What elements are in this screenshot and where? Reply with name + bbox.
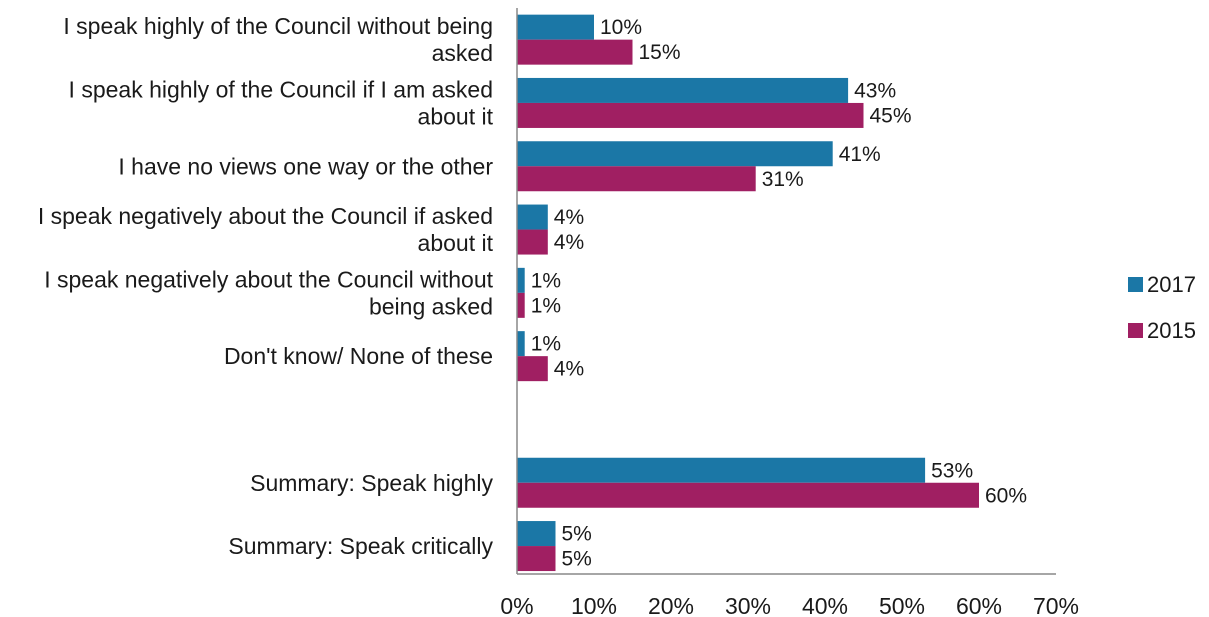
x-tick-labels: 0% 10% 20% 30% 40% 50% 60% 70%: [500, 593, 1079, 617]
category-labels: I speak highly of the Council without be…: [38, 13, 494, 559]
data-label-2017-1: 43%: [854, 79, 896, 102]
data-label-2015-4: 1%: [531, 294, 561, 317]
data-label-2015-3: 4%: [554, 231, 584, 254]
x-tick-label: 20%: [648, 593, 694, 617]
category-label: I have no views one way or the other: [118, 153, 493, 179]
bar-2015-5: [517, 356, 548, 382]
data-label-2017-5: 1%: [531, 333, 561, 356]
data-label-2015-8: 5%: [562, 548, 592, 571]
data-label-2017-3: 4%: [554, 206, 584, 229]
data-labels: 10%15%43%45%41%31%4%4%1%1%1%4%53%60%5%5%: [531, 16, 1027, 570]
data-label-2017-8: 5%: [562, 523, 592, 546]
bar-2017-4: [517, 267, 525, 293]
category-label: asked: [432, 40, 493, 66]
bar-2015-4: [517, 292, 525, 318]
bar-2017-0: [517, 14, 594, 40]
x-tick-label: 50%: [879, 593, 925, 617]
category-label: Don't know/ None of these: [224, 343, 493, 369]
data-label-2015-0: 15%: [639, 41, 681, 64]
category-label: I speak negatively about the Council if …: [38, 203, 493, 229]
category-label: I speak highly of the Council without be…: [63, 13, 493, 39]
x-tick-label: 10%: [571, 593, 617, 617]
data-label-2015-2: 31%: [762, 168, 804, 191]
data-label-2017-7: 53%: [931, 459, 973, 482]
bar-2015-8: [517, 546, 556, 572]
x-tick-label: 70%: [1033, 593, 1079, 617]
x-tick-label: 30%: [725, 593, 771, 617]
bar-2015-7: [517, 482, 979, 508]
bar-2017-1: [517, 77, 849, 103]
category-label: I speak negatively about the Council wit…: [44, 266, 493, 292]
bar-2017-2: [517, 141, 833, 167]
legend: 2017 2015: [1128, 272, 1196, 343]
legend-swatch-2015: [1128, 323, 1143, 338]
x-tick-label: 40%: [802, 593, 848, 617]
category-label: being asked: [369, 293, 493, 319]
category-label: Summary: Speak critically: [228, 533, 493, 559]
data-label-2017-4: 1%: [531, 269, 561, 292]
category-label: about it: [418, 230, 494, 256]
data-label-2017-0: 10%: [600, 16, 642, 39]
legend-swatch-2017: [1128, 277, 1143, 292]
bar-2017-3: [517, 204, 548, 230]
bars-layer: [517, 14, 979, 572]
bar-2015-1: [517, 102, 864, 128]
legend-label-2017: 2017: [1147, 272, 1196, 297]
bar-2017-8: [517, 521, 556, 547]
category-label: I speak highly of the Council if I am as…: [69, 76, 493, 102]
bar-2015-2: [517, 166, 756, 192]
data-label-2017-2: 41%: [839, 143, 881, 166]
bar-2017-7: [517, 457, 926, 483]
bar-2017-5: [517, 331, 525, 357]
bar-2015-3: [517, 229, 548, 255]
data-label-2015-1: 45%: [870, 104, 912, 127]
bar-2015-0: [517, 39, 633, 65]
x-tick-label: 0%: [500, 593, 533, 617]
category-label: about it: [418, 103, 494, 129]
data-label-2015-5: 4%: [554, 358, 584, 381]
x-tick-label: 60%: [956, 593, 1002, 617]
category-label: Summary: Speak highly: [250, 470, 493, 496]
data-label-2015-7: 60%: [985, 484, 1027, 507]
legend-label-2015: 2015: [1147, 318, 1196, 343]
